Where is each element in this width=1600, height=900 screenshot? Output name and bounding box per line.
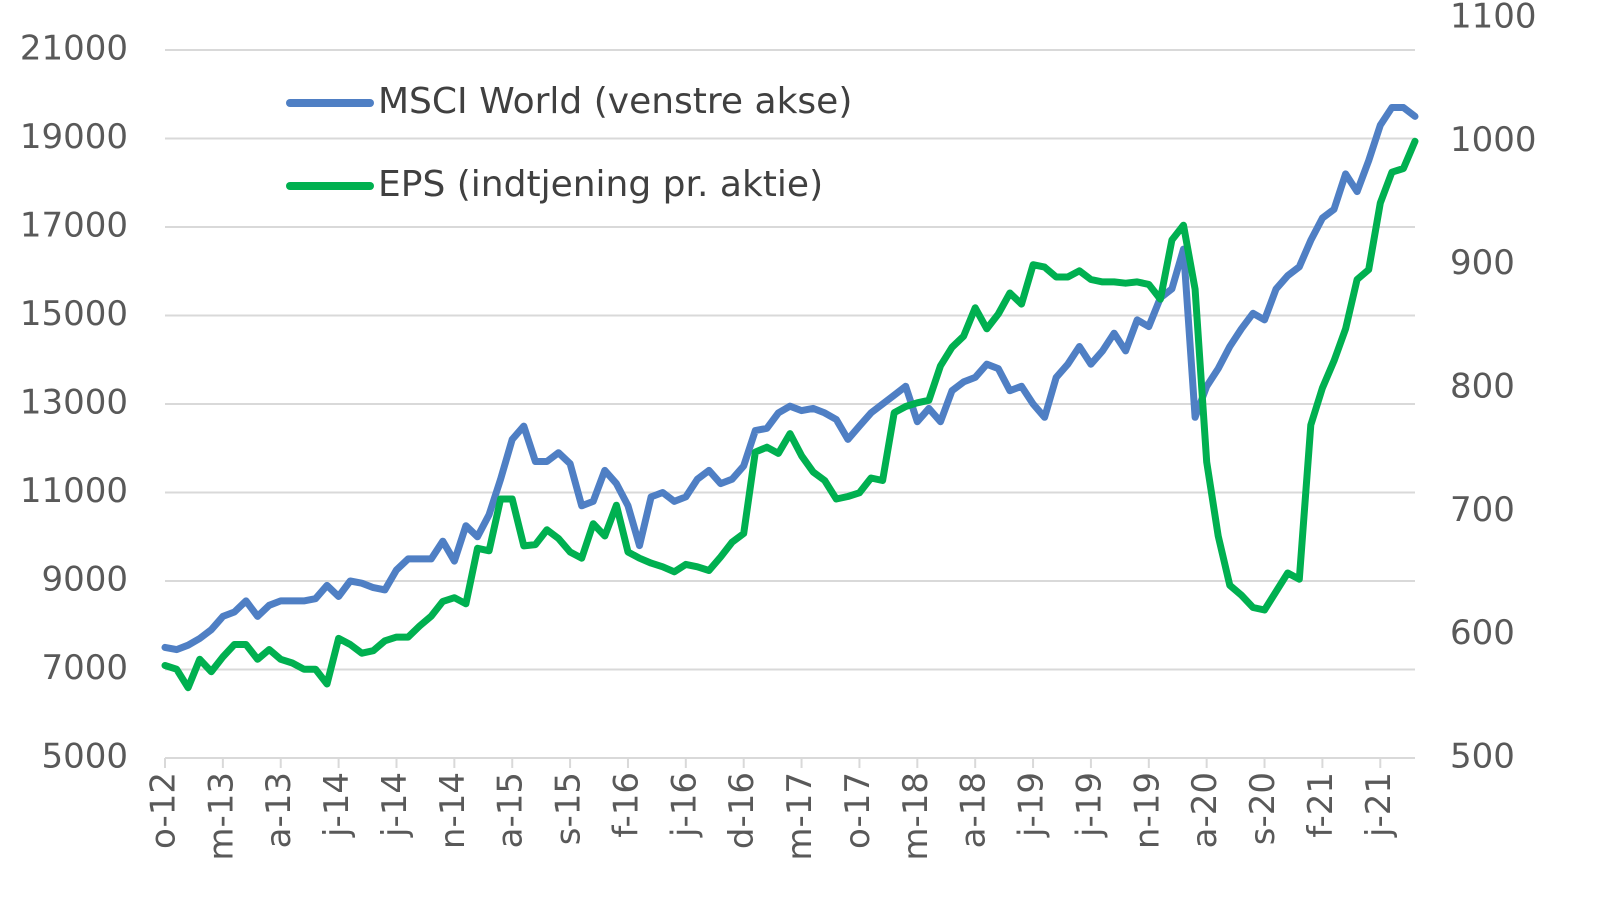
x-tick-label: j-14	[317, 772, 357, 838]
x-tick-label: a-18	[954, 772, 994, 848]
x-tick-label: a-20	[1185, 772, 1225, 848]
y-tick-label: 21000	[20, 29, 128, 69]
y2-tick-label: 600	[1450, 613, 1515, 653]
x-tick-label: a-15	[491, 772, 531, 848]
y-tick-label: 17000	[20, 206, 128, 246]
y2-tick-label: 800	[1450, 367, 1515, 407]
y-tick-label: 9000	[41, 560, 128, 600]
series-line	[161, 104, 1419, 654]
y2-tick-label: 1000	[1450, 120, 1537, 160]
y-tick-label: 15000	[20, 294, 128, 334]
y-tick-label: 5000	[41, 737, 128, 777]
x-tick-label: s-15	[549, 772, 589, 845]
x-tick-label: j-21	[1359, 772, 1399, 838]
x-tick-label: n-19	[1127, 772, 1167, 849]
y2-tick-label: 500	[1450, 737, 1515, 777]
x-tick-label: n-14	[433, 772, 473, 849]
x-tick-label: j-19	[1069, 772, 1109, 838]
y-tick-label: 13000	[20, 383, 128, 423]
x-tick-label: a-13	[259, 772, 299, 848]
y2-tick-label: 900	[1450, 243, 1515, 283]
y-tick-label: 11000	[20, 471, 128, 511]
x-tick-label: o-12	[144, 772, 184, 849]
x-tick-label: m-18	[896, 772, 936, 861]
y2-tick-label: 1100	[1450, 0, 1537, 37]
y-tick-label: 7000	[41, 648, 128, 688]
y2-tick-label: 700	[1450, 490, 1515, 530]
x-tick-label: j-19	[1012, 772, 1052, 838]
x-tick-label: d-16	[722, 772, 762, 849]
legend-label: EPS (indtjening pr. aktie)	[378, 164, 823, 205]
x-tick-label: m-13	[201, 772, 241, 861]
y-tick-label: 19000	[20, 117, 128, 157]
x-tick-label: f-16	[606, 772, 646, 838]
x-tick-label: f-21	[1301, 772, 1341, 838]
series-line	[161, 137, 1419, 692]
x-tick-label: j-14	[375, 772, 415, 838]
x-tick-label: s-20	[1243, 772, 1283, 845]
x-tick-label: j-16	[664, 772, 704, 838]
legend-label: MSCI World (venstre akse)	[378, 81, 852, 122]
x-tick-label: o-17	[838, 772, 878, 849]
x-tick-label: m-17	[780, 772, 820, 861]
